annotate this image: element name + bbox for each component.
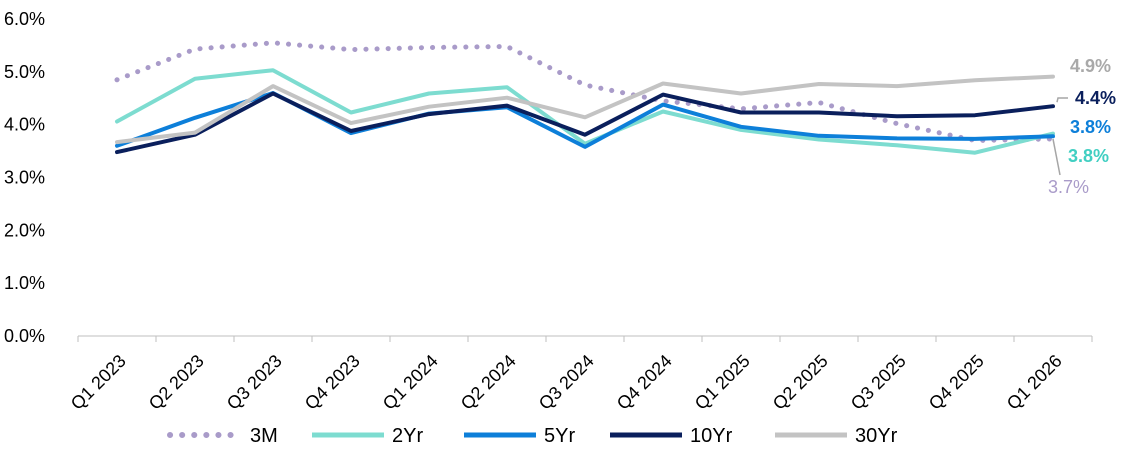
axes: 0.0%1.0%2.0%3.0%4.0%5.0%6.0%Q1 2023 Q2 20… <box>4 9 1093 414</box>
x-tick-label: Q1 2023 <box>67 351 130 414</box>
y-tick-label: 1.0% <box>4 273 45 293</box>
x-tick-label: Q1 2025 <box>691 351 754 414</box>
end-label-2yr: 3.8% <box>1068 146 1109 166</box>
y-tick-label: 3.0% <box>4 168 45 188</box>
y-tick-label: 5.0% <box>4 62 45 82</box>
legend-label-3m: 3M <box>250 425 278 446</box>
x-tick-label: Q3 2025 <box>847 351 910 414</box>
legend-label-30yr: 30Yr <box>855 425 898 446</box>
series-line-2yr <box>115 68 1055 155</box>
series-line-30yr <box>115 74 1055 145</box>
x-tick-label: Q2 2025 <box>769 351 832 414</box>
x-tick-label: Q4 2025 <box>925 351 988 414</box>
legend-label-10yr: 10Yr <box>690 425 733 446</box>
x-tick-label: Q1 2026 <box>1003 351 1066 414</box>
legend: 3M 2Yr 5Yr 10Yr 30Yr <box>167 425 898 447</box>
x-tick-label: Q4 2024 <box>613 351 676 414</box>
series-line-10yr <box>115 91 1055 155</box>
end-labels: 3.7% 3.8% 3.8% 4.4% 4.9% <box>1048 56 1116 197</box>
y-tick-label: 2.0% <box>4 220 45 240</box>
end-label-leader <box>1052 138 1061 176</box>
end-label-3m: 3.7% <box>1048 177 1089 197</box>
end-label-5yr: 3.8% <box>1070 117 1111 137</box>
x-tick-label: Q2 2024 <box>457 351 520 414</box>
end-label-30yr: 4.9% <box>1070 56 1111 76</box>
x-tick-label: Q1 2024 <box>379 351 442 414</box>
x-tick-label: Q3 2024 <box>535 351 598 414</box>
end-label-leader <box>1056 97 1068 103</box>
series-line-3m <box>114 40 1056 143</box>
x-tick-label: Q2 2023 <box>145 351 208 414</box>
x-tick-label: Q4 2023 <box>301 351 364 414</box>
y-tick-label: 0.0% <box>4 326 45 346</box>
y-tick-label: 4.0% <box>4 115 45 135</box>
series-lines <box>114 40 1056 155</box>
y-tick-label: 6.0% <box>4 9 45 29</box>
x-tick-label: Q3 2023 <box>223 351 286 414</box>
legend-label-2yr: 2Yr <box>392 425 423 446</box>
end-label-10yr: 4.4% <box>1075 88 1116 108</box>
legend-label-5yr: 5Yr <box>544 425 575 446</box>
